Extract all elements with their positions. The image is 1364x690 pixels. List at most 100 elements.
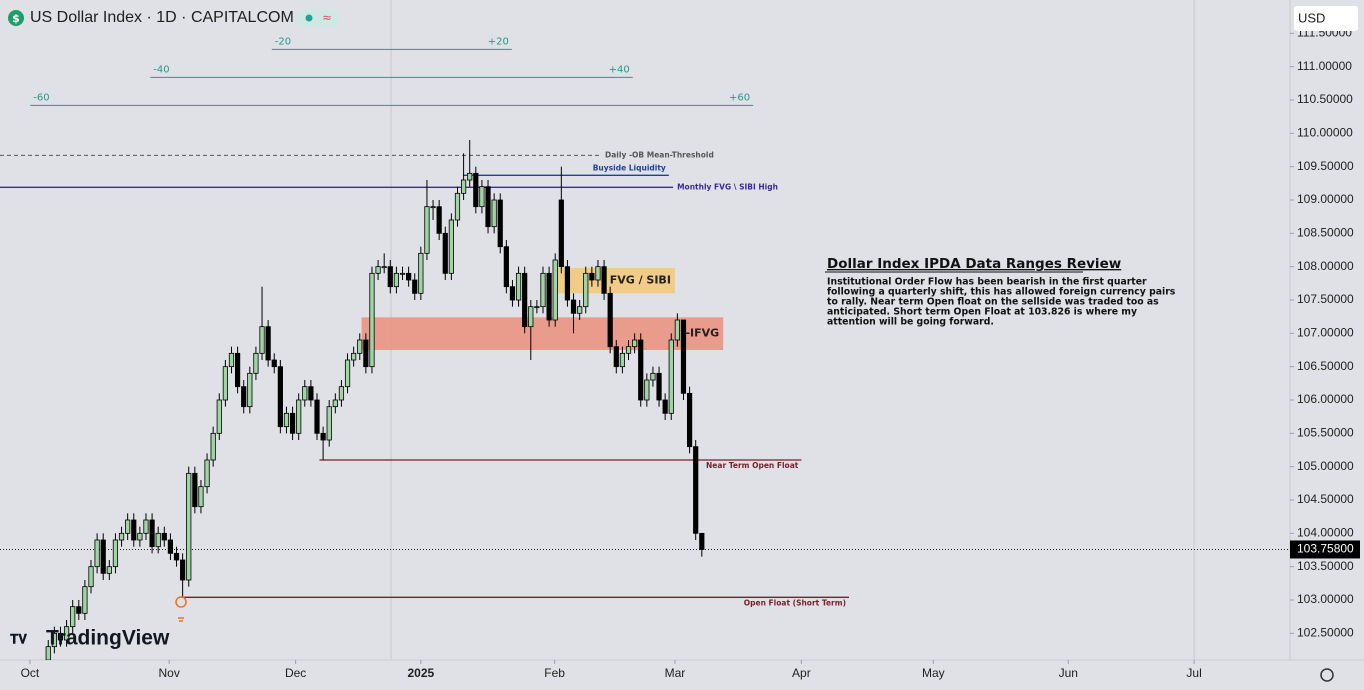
candle-body <box>51 632 57 648</box>
currency-label: USD <box>1298 10 1325 25</box>
candle-body <box>699 532 705 550</box>
candle-body <box>57 632 64 641</box>
candle-body <box>241 386 247 408</box>
candle-body <box>125 519 131 534</box>
y-tick-label: 108.50000 <box>1297 226 1354 240</box>
candle-body <box>314 399 320 434</box>
status-pill[interactable] <box>296 9 340 27</box>
candle-body <box>296 399 302 434</box>
x-tick-label: Oct <box>21 666 40 680</box>
candle-body <box>570 299 577 314</box>
candle-body <box>552 259 558 321</box>
y-tick-label: 106.00000 <box>1297 392 1354 406</box>
candle-body <box>332 399 338 408</box>
candle-body <box>289 412 296 434</box>
candle-body <box>674 319 680 341</box>
candle-body <box>680 319 687 394</box>
candle-body <box>45 646 51 660</box>
candle-body <box>625 346 632 354</box>
candle-body <box>515 272 522 301</box>
candle-body <box>546 272 552 321</box>
candle-body <box>277 366 283 428</box>
candle-body <box>424 206 430 254</box>
note-body: Institutional Order Flow has been bearis… <box>827 277 1176 328</box>
candle-body <box>558 199 564 268</box>
settings-icon[interactable] <box>1320 668 1334 682</box>
candle-body <box>418 252 424 294</box>
candle-body <box>88 566 94 588</box>
candle-body <box>485 186 491 228</box>
candle-body <box>412 279 418 294</box>
candle-body <box>430 206 436 209</box>
y-tick-label: 104.00000 <box>1297 526 1354 540</box>
zone <box>361 317 724 350</box>
currency-button[interactable] <box>1294 6 1358 31</box>
candle-body <box>357 339 363 354</box>
candle-body <box>387 266 393 288</box>
candle-body <box>180 559 186 581</box>
candle-body <box>363 339 369 368</box>
candle-body <box>338 386 345 401</box>
candle-body <box>265 326 271 361</box>
candle-body <box>607 292 613 348</box>
candle-body <box>528 306 534 328</box>
y-tick-label: 103.50000 <box>1297 559 1354 573</box>
note-line: anticipated. Short term Open Float at 10… <box>827 307 1137 318</box>
candle-body <box>632 339 638 348</box>
x-tick-label: Dec <box>285 666 306 680</box>
candle-body <box>143 519 149 534</box>
candle-body <box>94 539 100 568</box>
candle-body <box>577 306 583 314</box>
idea-marker[interactable] <box>175 596 187 622</box>
level-label: Open Float (Short Term) <box>744 598 846 607</box>
symbol-icon <box>8 10 24 26</box>
candle-body <box>326 406 332 441</box>
candle-body <box>522 272 528 328</box>
candle-body <box>82 586 88 614</box>
candle-body <box>503 246 509 288</box>
status-wave: ≈ <box>322 11 332 25</box>
candle-body <box>589 272 595 281</box>
candle-body <box>595 266 601 281</box>
level-label: Monthly FVG \ SIBI High <box>677 182 778 191</box>
candle-body <box>253 352 259 374</box>
y-tick-label: 103.00000 <box>1297 592 1354 606</box>
candle-body <box>454 192 461 221</box>
y-tick-label: 107.00000 <box>1297 326 1354 340</box>
candle-body <box>344 359 351 388</box>
candle-body <box>448 219 454 274</box>
candle-body <box>613 346 619 368</box>
candle-body <box>540 272 546 308</box>
y-tick-label: 110.00000 <box>1297 126 1353 140</box>
candle-body <box>131 519 137 541</box>
x-tick-label: Mar <box>665 666 686 680</box>
candle-body <box>491 199 497 228</box>
zone <box>557 268 675 294</box>
y-tick-label: 105.50000 <box>1297 426 1354 440</box>
candle-body <box>406 272 412 281</box>
candle-body <box>137 532 143 541</box>
candle-body <box>460 179 467 194</box>
last-price-box <box>1290 540 1360 559</box>
x-tick-label: Feb <box>544 666 565 680</box>
range-left-label: -40 <box>153 64 169 75</box>
candle-body <box>686 392 693 448</box>
candle-body <box>216 399 222 434</box>
symbol-icon-glyph: $ <box>12 12 20 25</box>
candle-body <box>155 532 161 548</box>
candle-body <box>228 352 235 368</box>
candle-body <box>509 286 516 301</box>
candle-body <box>283 412 290 428</box>
candle-body <box>650 372 656 381</box>
zone-label: -IFVG <box>685 327 719 340</box>
candle-body <box>638 339 644 401</box>
candle-body <box>644 379 650 401</box>
candle-body <box>63 626 70 641</box>
candle-body <box>662 399 668 414</box>
candle-body <box>112 539 119 568</box>
candle-body <box>308 386 314 401</box>
candle-body <box>351 352 357 361</box>
candle-body <box>118 532 125 541</box>
candle-body <box>375 266 381 274</box>
status-dot <box>305 14 313 22</box>
